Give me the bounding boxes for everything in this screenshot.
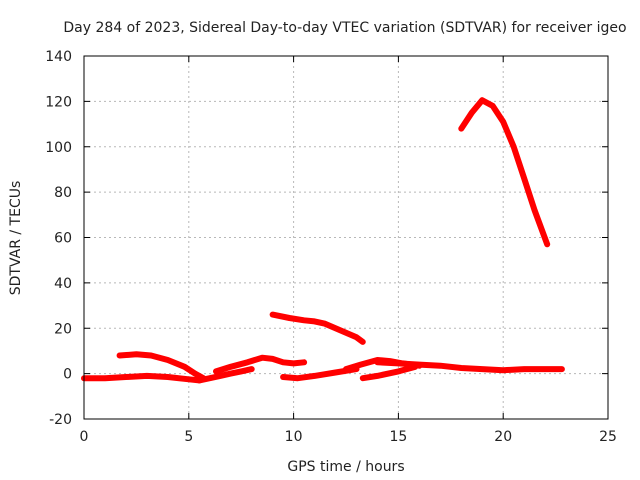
axis-ticks xyxy=(83,55,609,420)
chart-title: Day 284 of 2023, Sidereal Day-to-day VTE… xyxy=(63,20,626,36)
y-tick-label: 80 xyxy=(54,185,72,201)
series-arc-5 xyxy=(269,311,366,345)
y-tick-label: 100 xyxy=(45,140,72,156)
y-tick-label: 140 xyxy=(45,49,72,65)
series-arc-3 xyxy=(196,366,255,384)
y-axis-label: SDTVAR / TECUs xyxy=(8,181,24,296)
series-layer xyxy=(81,97,565,384)
x-tick-label: 0 xyxy=(80,429,89,445)
series-arc-1 xyxy=(81,372,203,384)
y-tick-label: 0 xyxy=(63,367,72,383)
x-tick-label: 5 xyxy=(184,429,193,445)
y-tick-label: 20 xyxy=(54,321,72,337)
series-arc-4 xyxy=(213,354,308,375)
series-arc-10 xyxy=(458,97,551,248)
series-arc-8 xyxy=(359,363,419,382)
gridlines xyxy=(84,56,608,419)
y-tick-label: -20 xyxy=(49,412,72,428)
series-arc-2 xyxy=(116,351,207,382)
y-tick-label: 120 xyxy=(45,94,72,110)
series-arc-6 xyxy=(280,366,360,382)
x-axis-label: GPS time / hours xyxy=(287,459,404,475)
x-tick-label: 20 xyxy=(494,429,512,445)
x-tick-label: 25 xyxy=(599,429,617,445)
y-tick-label: 60 xyxy=(54,231,72,247)
x-tick-label: 15 xyxy=(389,429,407,445)
y-tick-label: 40 xyxy=(54,276,72,292)
x-tick-label: 10 xyxy=(285,429,303,445)
series-arc-9 xyxy=(374,359,565,374)
